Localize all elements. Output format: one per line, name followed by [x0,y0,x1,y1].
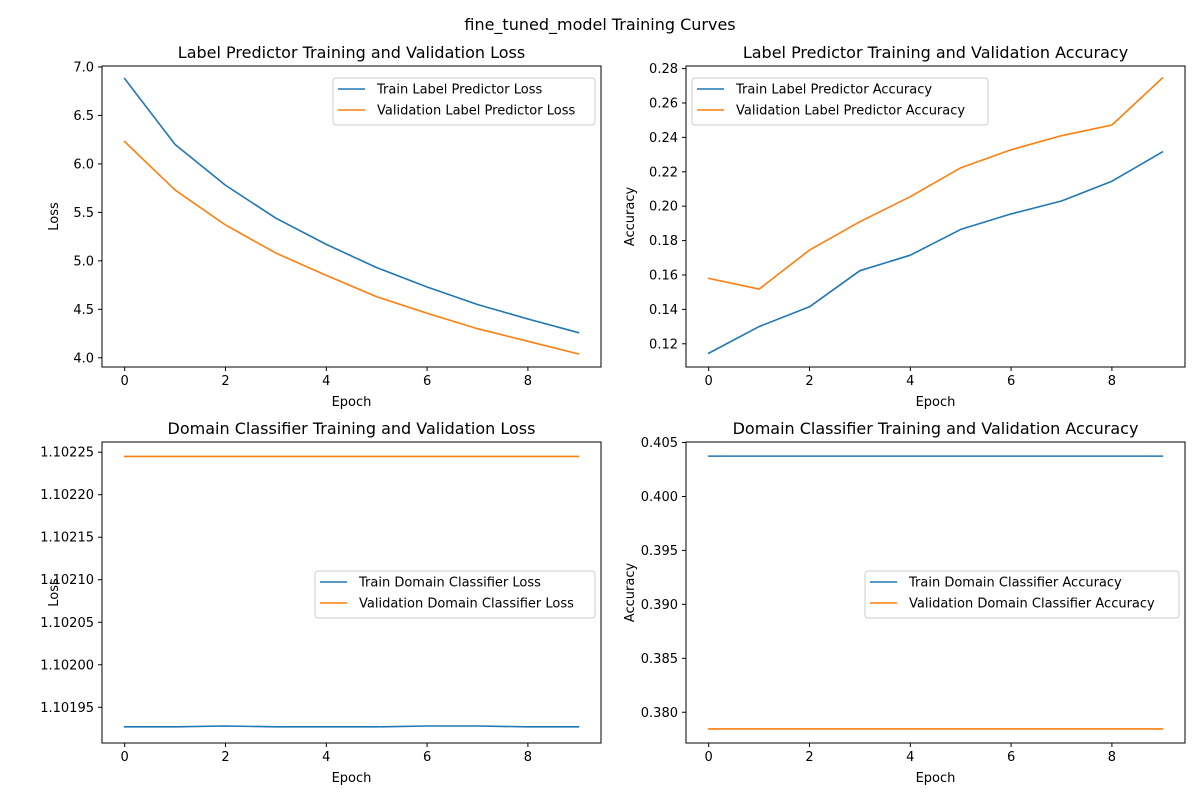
x-tick-label: 4 [322,750,330,765]
legend-label-validation: Validation Domain Classifier Loss [359,597,574,612]
legend-label-train: Train Label Predictor Loss [376,83,542,98]
legend-box [691,77,989,126]
legend: Train Label Predictor Accuracy Validation… [691,77,989,126]
x-tick-label: 4 [906,750,914,765]
axes-frame [101,65,602,368]
y-tick-label: 0.14 [649,303,678,318]
x-tick-label: 6 [1007,374,1015,389]
y-tick-label: 6.5 [73,109,94,124]
y-tick-label: 0.380 [641,706,678,721]
y-tick-label: 0.12 [649,337,678,352]
series-line-train [707,150,1164,355]
subplot-title: Domain Classifier Training and Validatio… [168,419,536,438]
x-tick-label: 0 [121,374,129,389]
x-axis-label: Epoch [332,395,372,410]
subplot-2: Label Predictor Training and Validation … [623,43,1186,410]
legend: Train Label Predictor Loss Validation Lab… [332,77,596,126]
axes-frame [685,65,1186,368]
x-axis-label: Epoch [916,395,956,410]
x-tick-label: 8 [1108,374,1116,389]
x-tick-label: 0 [705,374,713,389]
y-tick-label: 5.5 [73,206,94,221]
series-line-validation [707,76,1164,290]
legend-label-validation: Validation Label Predictor Accuracy [736,104,965,119]
y-axis-label: Loss [47,202,62,231]
y-tick-label: 1.10205 [40,616,94,631]
y-axis-label: Accuracy [623,563,638,623]
y-tick-label: 5.0 [73,254,94,269]
y-tick-label: 0.390 [641,598,678,613]
x-tick-label: 6 [423,374,431,389]
y-tick-label: 0.16 [649,268,678,283]
figure-title: fine_tuned_model Training Curves [464,15,735,35]
legend: Train Domain Classifier Loss Validation D… [314,570,596,619]
x-tick-label: 8 [524,374,532,389]
x-tick-label: 2 [221,374,229,389]
axes-frame [685,441,1186,744]
y-tick-label: 0.405 [641,436,678,451]
legend-box [314,570,596,619]
y-tick-label: 0.20 [649,200,678,215]
y-tick-label: 0.395 [641,544,678,559]
y-tick-label: 0.26 [649,96,678,111]
x-tick-label: 4 [906,374,914,389]
x-axis-label: Epoch [916,771,956,786]
y-tick-label: 1.10215 [40,531,94,546]
y-tick-label: 1.10210 [40,573,94,588]
series-line-train [123,725,580,728]
x-tick-label: 2 [805,750,813,765]
legend-label-train: Train Domain Classifier Loss [358,576,541,591]
y-tick-label: 0.28 [649,62,678,77]
x-tick-label: 2 [805,374,813,389]
y-tick-label: 1.10195 [40,701,94,716]
legend-label-validation: Validation Domain Classifier Accuracy [909,597,1155,612]
y-axis-label: Accuracy [623,187,638,247]
x-tick-label: 0 [705,750,713,765]
y-tick-label: 0.18 [649,234,678,249]
y-tick-label: 4.5 [73,303,94,318]
subplot-title: Domain Classifier Training and Validatio… [733,419,1139,438]
x-axis-label: Epoch [332,771,372,786]
subplot-4: Domain Classifier Training and Validatio… [623,419,1186,786]
y-tick-label: 7.0 [73,60,94,75]
y-axis-label: Loss [47,578,62,607]
x-tick-label: 6 [423,750,431,765]
legend: Train Domain Classifier Accuracy Validati… [864,570,1180,619]
axes-frame [101,441,602,744]
legend-label-train: Train Domain Classifier Accuracy [908,576,1122,591]
y-tick-label: 0.385 [641,652,678,667]
legend-label-train: Train Label Predictor Accuracy [735,83,932,98]
y-tick-label: 1.10200 [40,658,94,673]
y-tick-label: 0.22 [649,165,678,180]
x-tick-label: 6 [1007,750,1015,765]
legend-label-validation: Validation Label Predictor Loss [377,104,575,119]
y-tick-label: 0.400 [641,490,678,505]
x-tick-label: 8 [1108,750,1116,765]
legend-box [332,77,596,126]
x-tick-label: 0 [121,750,129,765]
y-tick-label: 0.24 [649,131,678,146]
subplot-title: Label Predictor Training and Validation … [178,43,525,62]
subplot-3: Domain Classifier Training and Validatio… [40,419,602,786]
legend-box [864,570,1180,619]
x-tick-label: 4 [322,374,330,389]
x-tick-label: 2 [221,750,229,765]
y-tick-label: 1.10220 [40,488,94,503]
y-tick-label: 1.10225 [40,446,94,461]
subplots: Label Predictor Training and Validation … [40,43,1186,786]
subplot-1: Label Predictor Training and Validation … [47,43,602,410]
x-tick-label: 8 [524,750,532,765]
subplot-title: Label Predictor Training and Validation … [743,43,1128,62]
y-tick-label: 6.0 [73,157,94,172]
series-line-validation [123,140,580,355]
y-tick-label: 4.0 [73,351,94,366]
series-line-train [123,77,580,334]
